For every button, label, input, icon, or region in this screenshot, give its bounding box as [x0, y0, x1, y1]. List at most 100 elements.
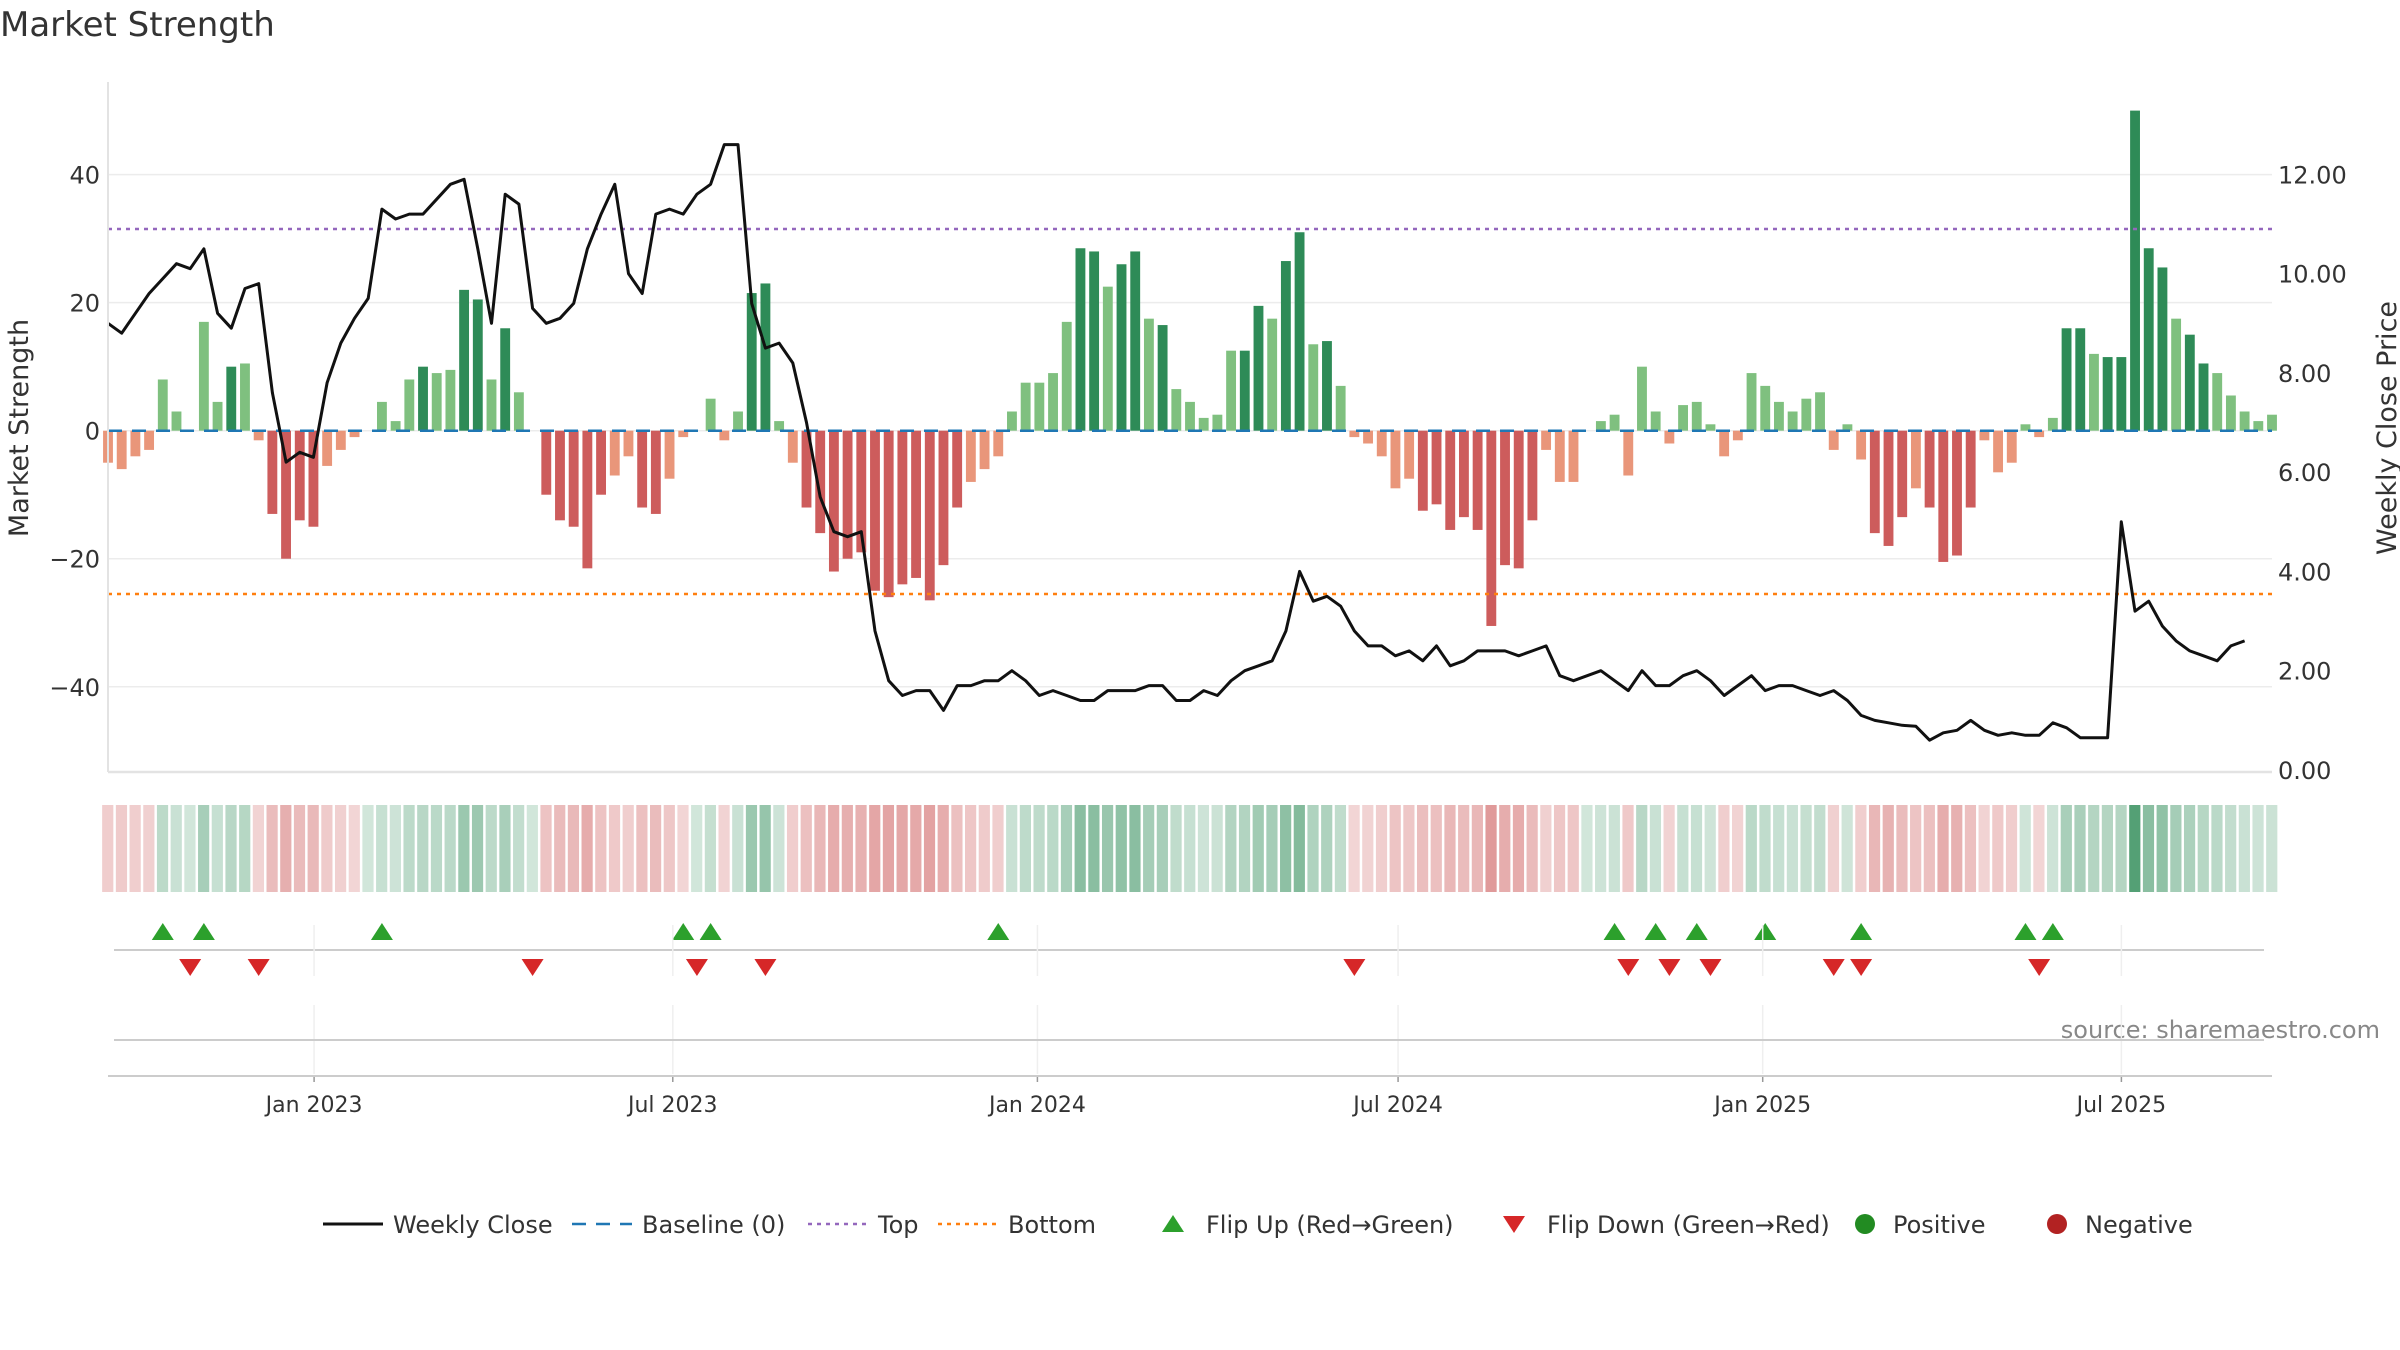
strength-bar — [596, 430, 606, 495]
strength-bar — [1856, 430, 1867, 460]
strength-bar — [1691, 401, 1702, 431]
strength-bar — [376, 401, 387, 431]
strength-bar — [459, 289, 470, 431]
x-tick-label: Jan 2024 — [987, 1093, 1086, 1118]
x-axis: Jan 2023 Jul 2023 Jan 2024 Jul 2024 Jan 2025… — [108, 925, 2272, 1118]
strength-bar — [1431, 430, 1442, 505]
heat-cell — [1540, 805, 1552, 892]
strength-bar — [1801, 398, 1812, 431]
chart-title: Market Strength — [0, 5, 275, 45]
flip-down-marker — [247, 959, 270, 976]
flip-up-marker — [151, 923, 174, 940]
strength-heat-strip — [102, 805, 2278, 892]
strength-bar — [1883, 430, 1894, 546]
strength-bar — [801, 430, 812, 508]
strength-bar — [623, 430, 634, 457]
strength-bar — [171, 411, 182, 431]
heat-cell — [1964, 805, 1977, 892]
heat-cell — [1334, 805, 1347, 892]
heat-cell — [1827, 805, 1840, 892]
strength-bar — [1212, 414, 1223, 431]
heat-cell — [1951, 805, 1963, 892]
strength-bar — [1102, 286, 1113, 431]
strength-bar — [842, 430, 853, 559]
strength-bar — [1308, 344, 1319, 431]
heat-cell — [1882, 805, 1894, 892]
y2-tick-label: 10.00 — [2278, 261, 2347, 289]
heat-cell — [937, 805, 949, 892]
strength-bar — [1267, 318, 1278, 431]
y-tick-label: 20 — [69, 290, 100, 318]
strength-bar — [1678, 405, 1688, 431]
strength-bar — [1007, 411, 1017, 431]
heat-cell — [2005, 805, 2018, 892]
strength-bar — [144, 430, 155, 450]
heat-cell — [1786, 805, 1798, 892]
x-tick-label: Jul 2025 — [2075, 1093, 2167, 1118]
heat-cell — [1101, 805, 1114, 892]
heat-cell — [403, 805, 415, 892]
heat-cell — [1225, 805, 1237, 892]
y2-tick-label: 8.00 — [2278, 360, 2331, 388]
heat-cell — [115, 805, 128, 892]
strength-bar — [1500, 430, 1510, 566]
flip-down-marker — [1822, 959, 1845, 976]
strength-bar — [870, 430, 880, 591]
heat-cell — [321, 805, 333, 892]
heat-cell — [334, 805, 347, 892]
legend-label: Top — [877, 1211, 919, 1239]
flip-markers — [114, 923, 2264, 976]
heat-cell — [1759, 805, 1771, 892]
heat-cell — [1992, 805, 2004, 892]
heat-cell — [102, 805, 114, 892]
flip-up-marker — [2014, 923, 2037, 940]
legend-circle-icon — [1855, 1214, 1875, 1234]
heat-cell — [910, 805, 922, 892]
strength-bar — [1609, 414, 1620, 431]
strength-bar — [349, 430, 360, 438]
strength-bar — [2198, 363, 2209, 431]
heat-cell — [718, 805, 730, 892]
legend-circle-icon — [2047, 1214, 2067, 1234]
strength-bar — [1568, 430, 1579, 482]
heat-cell — [2060, 805, 2072, 892]
reference-lines — [108, 227, 2272, 596]
flip-up-marker — [672, 923, 695, 940]
heat-cell — [362, 805, 374, 892]
heat-cell — [677, 805, 689, 892]
y2-tick-label: 6.00 — [2278, 459, 2331, 487]
strength-bar — [952, 430, 963, 508]
heat-cell — [1923, 805, 1935, 892]
strength-bar — [1486, 430, 1497, 626]
strength-bar — [1828, 430, 1839, 450]
heat-cell — [1129, 805, 1141, 892]
strength-bar — [924, 430, 935, 601]
x-tick-label: Jul 2024 — [1351, 1093, 1443, 1118]
heat-cell — [1526, 805, 1538, 892]
y2-tick-label: 0.00 — [2278, 757, 2331, 785]
strength-bar — [650, 430, 661, 514]
strength-bar — [774, 421, 785, 431]
strength-bar — [1842, 424, 1853, 431]
legend-label: Weekly Close — [393, 1211, 553, 1239]
flip-up-marker — [1754, 923, 1777, 940]
strength-bar — [2171, 318, 2182, 431]
strength-bar — [1527, 430, 1538, 521]
heat-cell — [650, 805, 662, 892]
strength-bar — [760, 283, 771, 431]
strength-bar — [1376, 430, 1387, 457]
strength-bar — [1472, 430, 1483, 530]
strength-bar — [390, 421, 401, 431]
heat-cell — [2115, 805, 2127, 892]
heat-cell — [526, 805, 538, 892]
y2-axis-label: Weekly Close Price — [2372, 301, 2400, 555]
legend-flip-up-icon — [1162, 1215, 1184, 1232]
strength-bar — [883, 430, 894, 598]
heat-cell — [225, 805, 237, 892]
strength-bar — [1458, 430, 1469, 518]
strength-bar — [979, 430, 990, 470]
strength-bar — [1979, 430, 1990, 441]
heat-cell — [1732, 805, 1744, 892]
heat-cell — [704, 805, 716, 892]
